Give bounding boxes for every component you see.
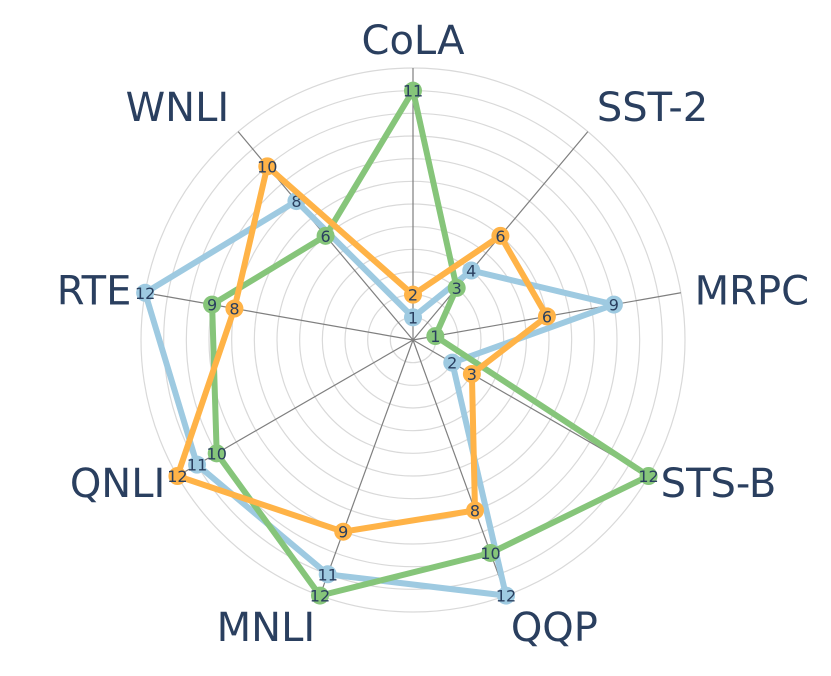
data-point (258, 157, 277, 176)
data-label: 6 (320, 227, 330, 246)
data-point (443, 353, 462, 372)
axis-label-sts-b: STS-B (661, 461, 777, 507)
data-point (497, 586, 516, 605)
series-line (209, 87, 652, 599)
data-point (188, 455, 207, 474)
data-label: 12 (310, 587, 330, 606)
data-label: 9 (207, 296, 217, 315)
data-point (225, 299, 244, 318)
data-label: 6 (542, 307, 552, 326)
data-point (136, 283, 155, 302)
data-label: 11 (403, 82, 423, 101)
data-label: 6 (495, 227, 505, 246)
data-label: 10 (480, 544, 500, 563)
data-label: 11 (318, 565, 338, 584)
data-label: 12 (638, 467, 658, 486)
data-point (404, 285, 422, 304)
data-point (318, 565, 337, 584)
data-label: 1 (430, 327, 440, 346)
data-label: 10 (207, 444, 227, 463)
data-point (334, 522, 353, 541)
spoke-rte (145, 292, 414, 341)
series-line (174, 163, 550, 535)
axis-label-cola: CoLA (362, 18, 466, 64)
axis-labels: CoLA SST-2 MRPC STS-B QQP MNLI QNLI RTE WNLI (57, 18, 809, 651)
axis-label-rte: RTE (57, 268, 132, 314)
data-point (462, 365, 481, 383)
data-point (604, 295, 623, 314)
data-label: 2 (408, 286, 418, 305)
data-point (316, 226, 335, 245)
data-label: 10 (257, 157, 277, 176)
data-label: 12 (167, 467, 187, 486)
data-label: 3 (452, 279, 462, 298)
axis-label-mnli: MNLI (217, 605, 316, 651)
axis-label-qnli: QNLI (70, 461, 166, 507)
data-point (447, 278, 466, 297)
axis-label-wnli: WNLI (126, 85, 230, 131)
series-line (142, 198, 617, 599)
data-point (481, 543, 500, 562)
data-label: 2 (447, 354, 457, 373)
data-label: 12 (496, 587, 516, 606)
data-label: 9 (609, 296, 619, 315)
spoke-mnli (319, 339, 414, 596)
data-point (310, 586, 329, 605)
data-point (462, 261, 481, 280)
data-point (491, 226, 510, 245)
data-label: 12 (135, 284, 155, 303)
data-label: 8 (291, 192, 301, 211)
data-label: 9 (338, 523, 348, 542)
data-point (466, 501, 485, 520)
data-point (168, 467, 187, 485)
axis-label-qqp: QQP (511, 605, 598, 651)
data-point (537, 307, 556, 326)
data-point (404, 81, 422, 100)
data-point (203, 295, 222, 314)
data-label: 11 (187, 456, 207, 475)
data-label: 3 (467, 365, 477, 384)
data-label: 8 (470, 501, 480, 520)
data-point (639, 467, 658, 485)
axis-label-mrpc: MRPC (695, 268, 809, 314)
data-point (404, 308, 422, 327)
data-label: 8 (229, 300, 239, 319)
data-label: 1 (408, 308, 418, 327)
data-label: 4 (466, 262, 476, 281)
data-point (207, 444, 226, 463)
axis-label-sst-2: SST-2 (597, 85, 708, 131)
data-point (426, 327, 445, 346)
